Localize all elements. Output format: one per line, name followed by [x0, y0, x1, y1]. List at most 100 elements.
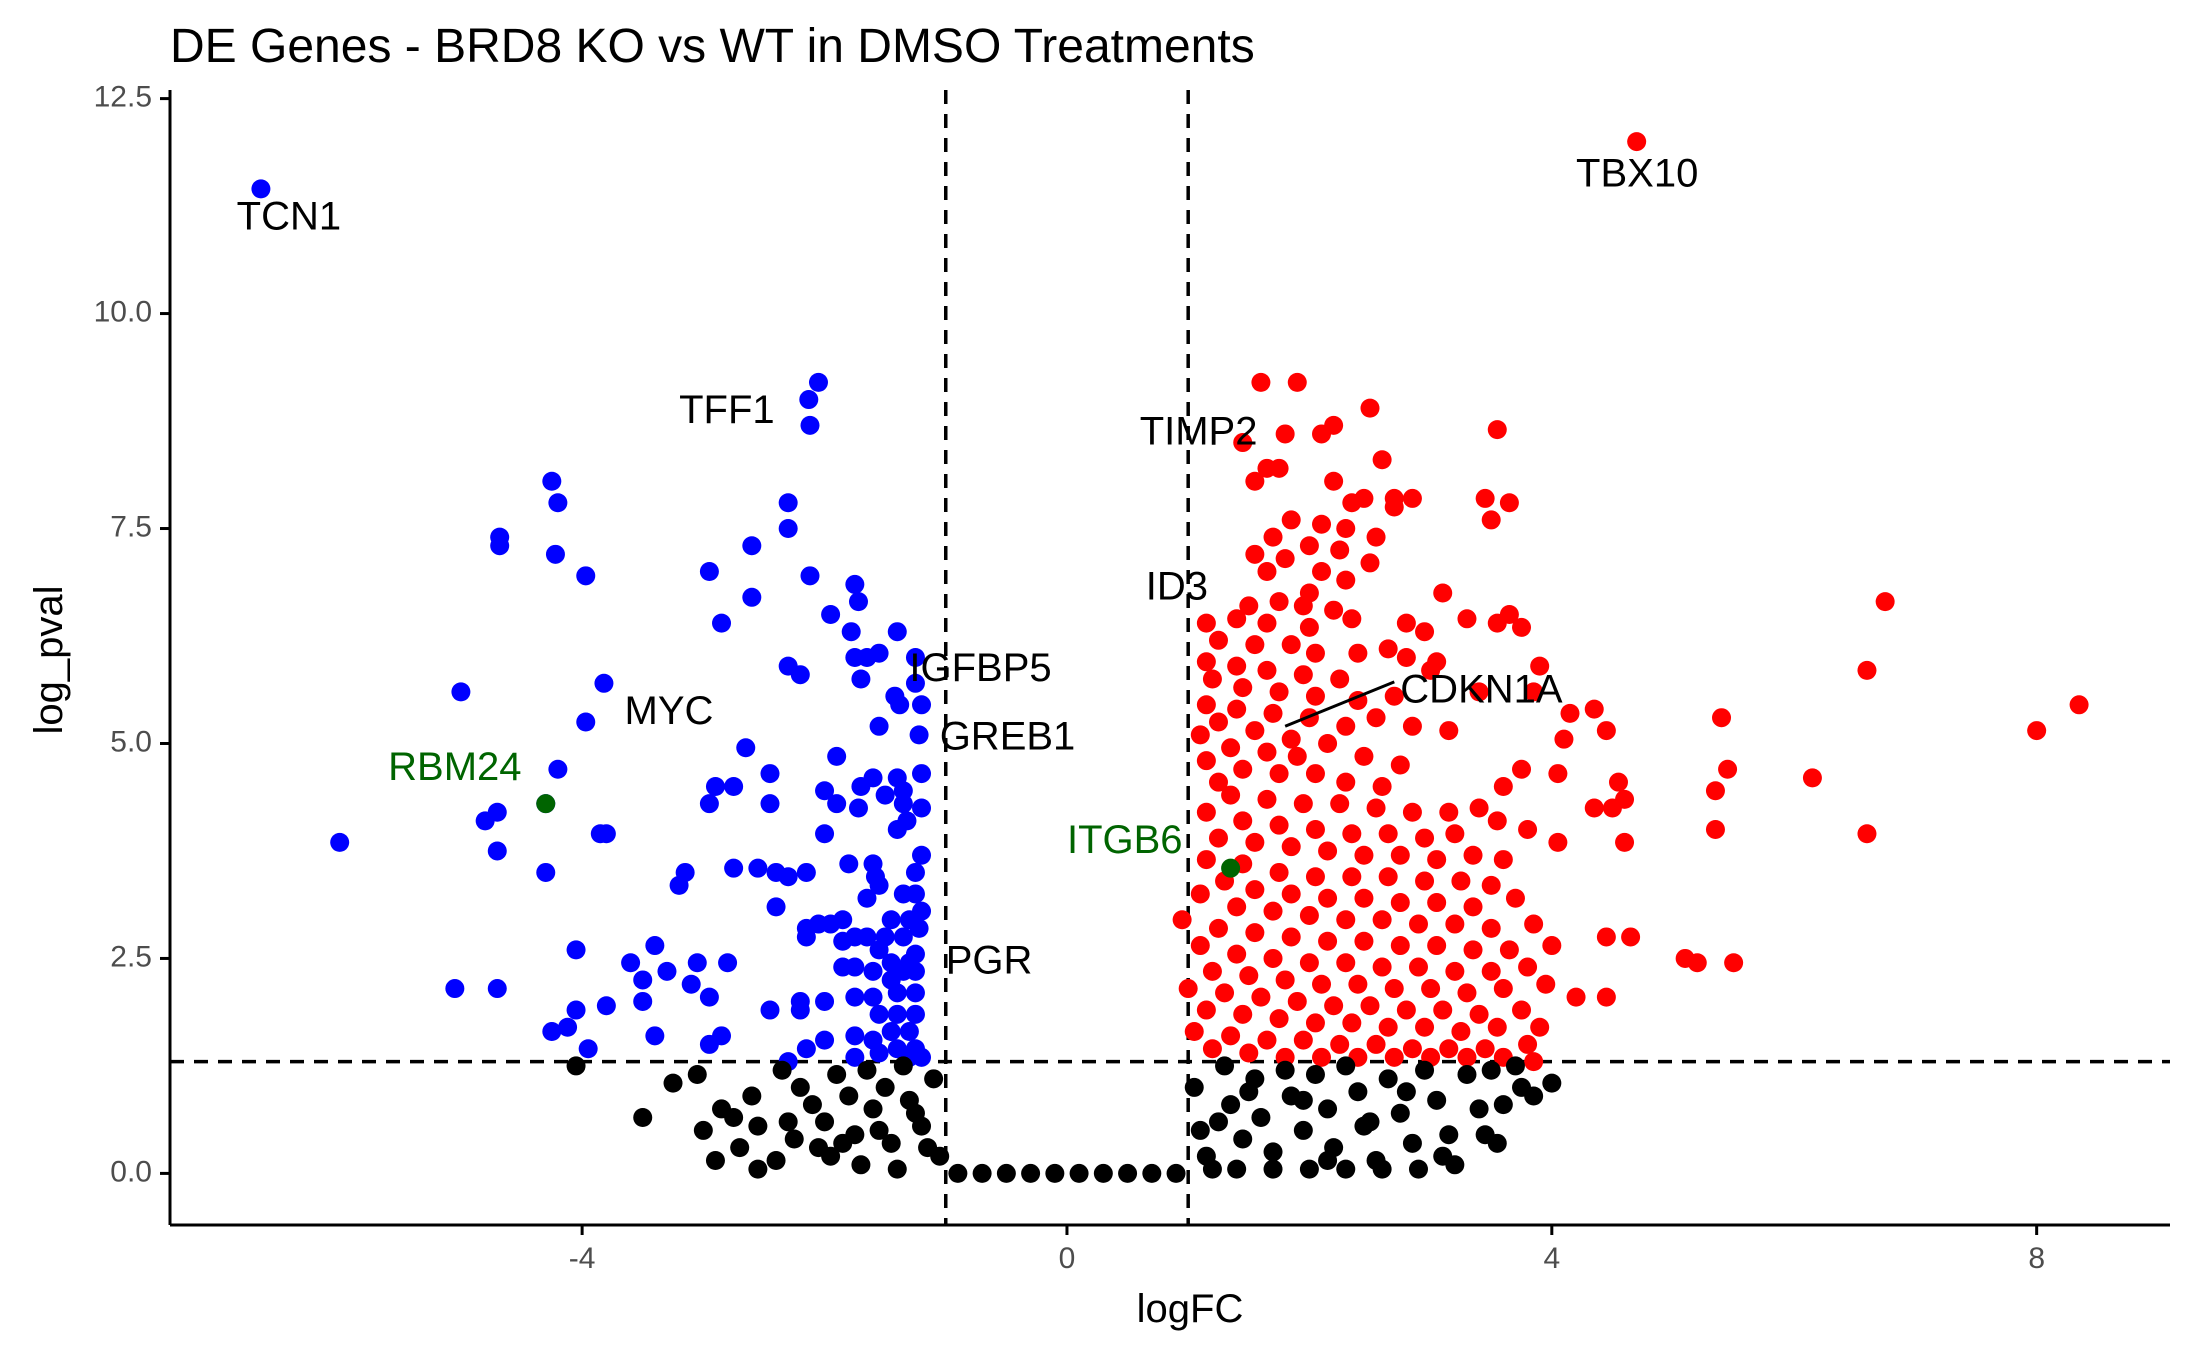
point-up	[1269, 815, 1289, 835]
point-ns	[996, 1163, 1016, 1183]
point-up	[1287, 372, 1307, 392]
gene-label-myc: MYC	[625, 689, 714, 733]
point-up	[1493, 850, 1513, 870]
point-ns	[1378, 1069, 1398, 1089]
point-up	[1312, 424, 1332, 444]
point-ns	[1184, 1077, 1204, 1097]
y-axis-label: log_pval	[27, 585, 71, 734]
point-down	[699, 562, 719, 582]
point-ns	[1348, 1082, 1368, 1102]
label-leader-line	[1284, 680, 1395, 728]
point-ns	[1293, 1120, 1313, 1140]
point-up	[1360, 553, 1380, 573]
point-ns	[1390, 1103, 1410, 1123]
point-ns	[1263, 1142, 1283, 1162]
point-ns	[918, 1138, 938, 1158]
point-up	[1263, 948, 1283, 968]
point-up	[1705, 781, 1725, 801]
series-down	[251, 179, 932, 1072]
point-ns	[802, 1095, 822, 1115]
point-up	[1263, 703, 1283, 723]
point-up	[1196, 695, 1216, 715]
point-up	[1275, 970, 1295, 990]
point-down	[251, 179, 271, 199]
point-down	[596, 824, 616, 844]
point-ns	[1275, 1060, 1295, 1080]
point-up	[1499, 940, 1519, 960]
point-down	[778, 493, 798, 513]
point-down	[451, 682, 471, 702]
point-up	[1481, 875, 1501, 895]
point-ns	[893, 1056, 913, 1076]
point-up	[1548, 764, 1568, 784]
point-up	[1584, 699, 1604, 719]
x-tick-label: 0	[1059, 1242, 1076, 1275]
point-up	[1257, 562, 1277, 582]
point-ns	[1415, 1060, 1435, 1080]
y-tick-label: 2.5	[110, 940, 152, 973]
gene-label-tff1: TFF1	[679, 388, 775, 432]
point-up	[1457, 983, 1477, 1003]
point-ns	[1372, 1159, 1392, 1179]
point-up	[1354, 746, 1374, 766]
point-down	[881, 910, 901, 930]
point-up	[1281, 837, 1301, 857]
point-ns	[1305, 1065, 1325, 1085]
point-up	[1305, 819, 1325, 839]
point-up	[1596, 721, 1616, 741]
point-down	[545, 544, 565, 564]
point-up	[1233, 678, 1253, 698]
point-up	[1433, 583, 1453, 603]
point-up	[1487, 1017, 1507, 1037]
point-down	[869, 875, 889, 895]
point-down	[487, 979, 507, 999]
point-down	[845, 957, 865, 977]
point-up	[1584, 798, 1604, 818]
point-up	[1348, 974, 1368, 994]
point-up	[1518, 819, 1538, 839]
point-up	[2069, 695, 2089, 715]
point-up	[1469, 1004, 1489, 1024]
point-up	[1336, 519, 1356, 539]
gene-label-timp2: TIMP2	[1140, 410, 1258, 454]
point-down	[645, 1026, 665, 1046]
point-up	[1227, 656, 1247, 676]
point-up	[1408, 957, 1428, 977]
point-ns	[1221, 1095, 1241, 1115]
point-up	[1257, 1030, 1277, 1050]
point-ns	[1093, 1163, 1113, 1183]
point-down	[542, 1022, 562, 1042]
point-ns	[839, 1086, 859, 1106]
point-down	[705, 776, 725, 796]
point-up	[1184, 1022, 1204, 1042]
point-ns	[742, 1086, 762, 1106]
point-down	[887, 622, 907, 642]
point-up	[1390, 893, 1410, 913]
point-up	[1281, 927, 1301, 947]
gene-label-igfbp5: IGFBP5	[909, 646, 1051, 690]
point-up	[1324, 471, 1344, 491]
point-up	[1596, 987, 1616, 1007]
point-down	[912, 798, 932, 818]
point-up	[1378, 824, 1398, 844]
point-up	[1318, 931, 1338, 951]
point-down	[912, 845, 932, 865]
point-up	[1324, 600, 1344, 620]
point-down	[887, 819, 907, 839]
point-ns	[1505, 1056, 1525, 1076]
point-ns	[1166, 1163, 1186, 1183]
point-down	[778, 867, 798, 887]
point-down	[893, 884, 913, 904]
point-up	[1396, 613, 1416, 633]
point-up	[1384, 1047, 1404, 1067]
point-down	[594, 673, 614, 693]
point-up	[1299, 617, 1319, 637]
point-up	[1554, 729, 1574, 749]
point-ns	[1360, 1112, 1380, 1132]
point-up	[1427, 936, 1447, 956]
point-up	[1312, 514, 1332, 534]
point-up	[1402, 716, 1422, 736]
point-ns	[1215, 1056, 1235, 1076]
point-down	[576, 566, 596, 586]
point-up	[1227, 944, 1247, 964]
